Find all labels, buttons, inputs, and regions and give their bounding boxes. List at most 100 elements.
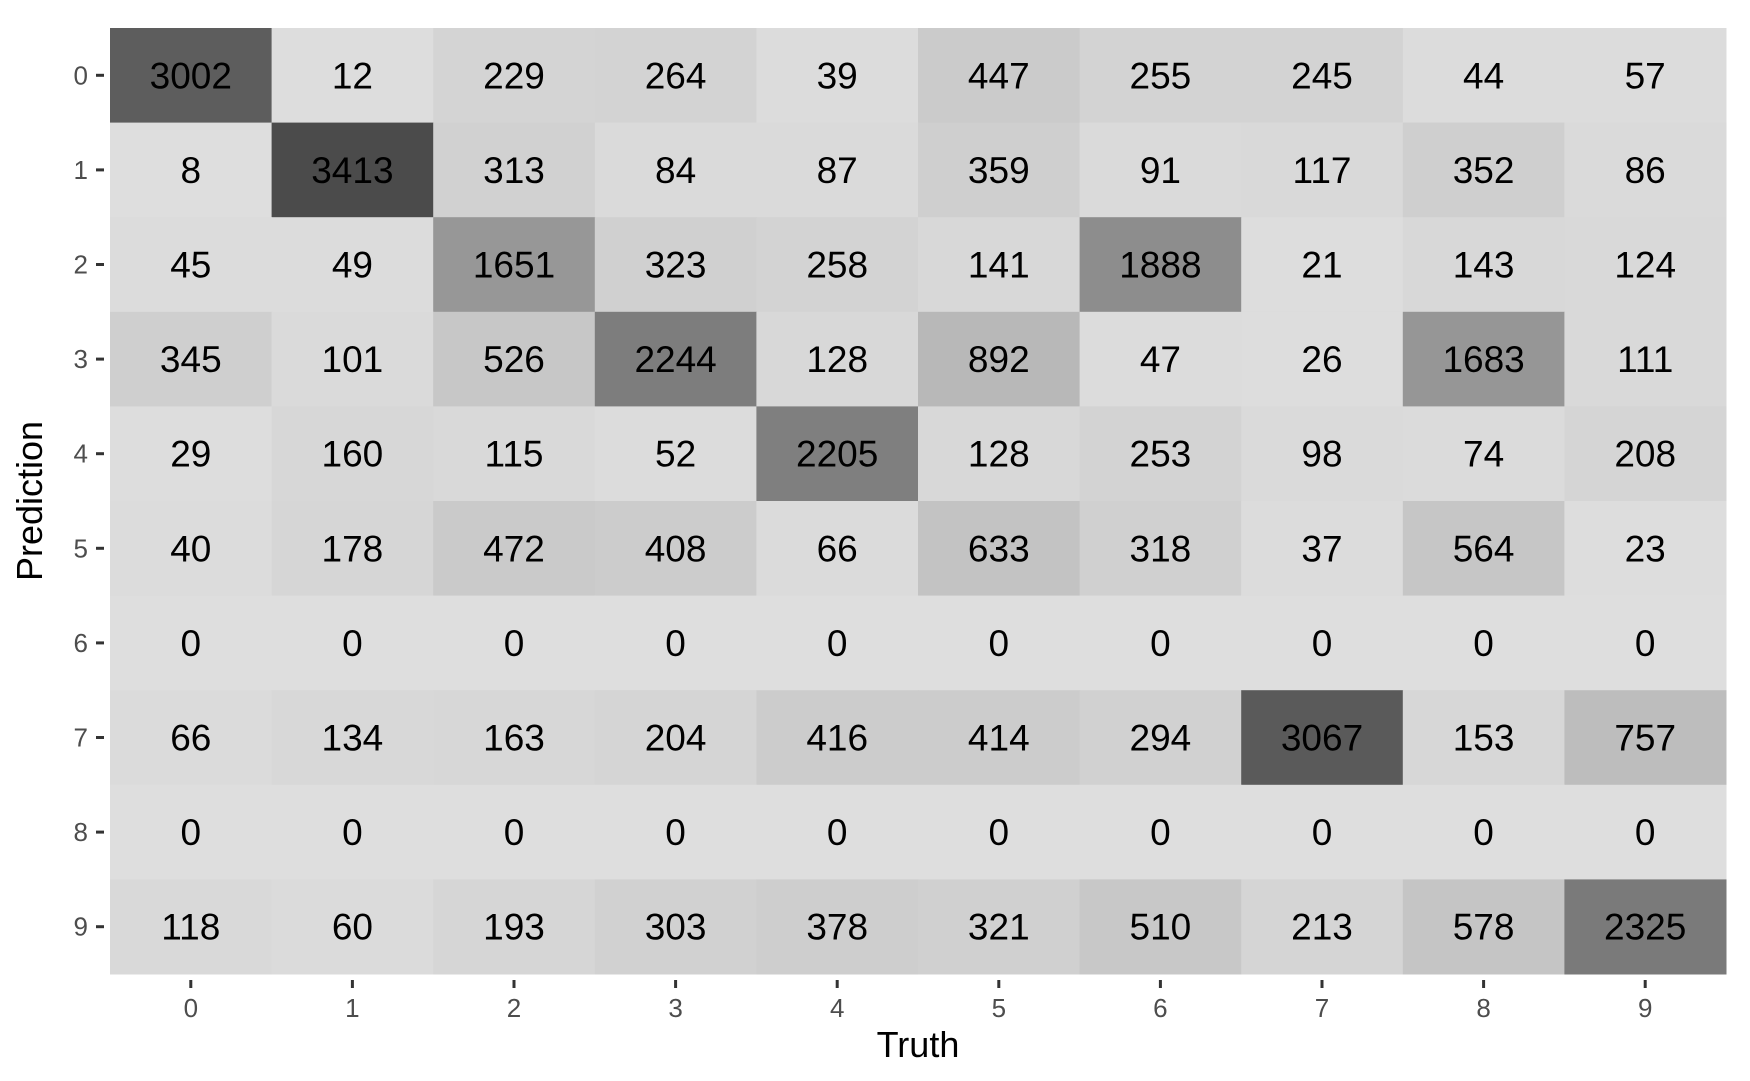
heatmap-cell: [594, 28, 757, 124]
x-tick-label: 9: [1638, 993, 1652, 1023]
x-axis: 0 1 2 3 4 5 6 7 8 9: [184, 980, 1652, 1023]
cell-value-label: 0: [1635, 623, 1656, 664]
heatmap-cell: [918, 28, 1081, 124]
heatmap-cell: [918, 879, 1081, 975]
cell-value-label: 0: [1473, 812, 1494, 853]
heatmap-cell: [1564, 122, 1727, 218]
cell-value-label: 1651: [473, 245, 555, 286]
heatmap-cell: [1402, 784, 1565, 880]
x-tick-label: 8: [1476, 993, 1490, 1023]
cell-value-label: 66: [817, 528, 858, 569]
cell-value-label: 57: [1625, 55, 1666, 96]
cell-value-label: 510: [1130, 907, 1192, 948]
heatmap-cell: [1564, 28, 1727, 124]
heatmap-cell: [756, 122, 919, 218]
cell-value-label: 258: [806, 245, 868, 286]
heatmap-cell: [1079, 784, 1242, 880]
heatmap-cell: [433, 501, 596, 597]
cell-value-label: 141: [968, 245, 1030, 286]
heatmap-cell: [1564, 595, 1727, 691]
heatmap-cell: [756, 879, 919, 975]
cell-value-label: 8: [181, 150, 202, 191]
heatmap-cell: [1402, 595, 1565, 691]
cell-value-label: 163: [483, 718, 545, 759]
heatmap-cell: [433, 879, 596, 975]
heatmap-cell: [433, 217, 596, 313]
heatmap-cell: [918, 595, 1081, 691]
cell-value-label: 60: [332, 907, 373, 948]
heatmap-cell: [271, 217, 434, 313]
cell-value-label: 472: [483, 528, 545, 569]
cell-value-label: 323: [645, 245, 707, 286]
y-tick-label: 4: [74, 439, 88, 469]
heatmap-cell: [1564, 311, 1727, 407]
cell-value-label: 40: [170, 528, 211, 569]
heatmap-cell: [1402, 501, 1565, 597]
heatmap-cell: [271, 595, 434, 691]
heatmap-cell: [433, 28, 596, 124]
cell-value-label: 49: [332, 245, 373, 286]
heatmap-cell: [918, 217, 1081, 313]
heatmap-cell: [1079, 28, 1242, 124]
heatmap-cell: [756, 784, 919, 880]
heatmap-cell: [756, 690, 919, 786]
heatmap-cell: [271, 406, 434, 502]
heatmap-cell: [110, 311, 273, 407]
y-tick-label: 7: [74, 723, 88, 753]
heatmap-cell: [110, 406, 273, 502]
heatmap-cell: [918, 406, 1081, 502]
y-tick-label: 1: [74, 155, 88, 185]
cell-value-label: 117: [1293, 150, 1352, 191]
cell-value-label: 134: [322, 718, 384, 759]
heatmap-cell: [1564, 217, 1727, 313]
heatmap-cell: [110, 217, 273, 313]
heatmap-cell: [1564, 784, 1727, 880]
heatmap-cell: [271, 311, 434, 407]
x-tick-label: 2: [507, 993, 521, 1023]
heatmap-cell: [110, 28, 273, 124]
cell-value-label: 0: [1150, 812, 1171, 853]
cell-value-label: 0: [504, 623, 525, 664]
heatmap-cell: [1079, 311, 1242, 407]
cell-value-label: 86: [1625, 150, 1666, 191]
cell-value-label: 128: [968, 434, 1030, 475]
heatmap-cell: [1402, 217, 1565, 313]
heatmap-cell: [110, 784, 273, 880]
x-tick-label: 4: [830, 993, 844, 1023]
heatmap-cell: [271, 879, 434, 975]
cell-value-label: 757: [1614, 718, 1676, 759]
heatmap-cell: [594, 501, 757, 597]
cell-value-label: 0: [665, 812, 686, 853]
cell-value-label: 178: [322, 528, 384, 569]
heatmap-cell: [594, 595, 757, 691]
cell-value-label: 3002: [150, 55, 232, 96]
cell-value-label: 37: [1301, 528, 1342, 569]
heatmap-cell: [1564, 501, 1727, 597]
heatmap-cell: [594, 879, 757, 975]
cell-value-label: 303: [645, 907, 707, 948]
heatmap-cell: [1241, 217, 1404, 313]
cell-value-label: 0: [504, 812, 525, 853]
heatmap-cell: [1564, 690, 1727, 786]
heatmap-cell: [1402, 311, 1565, 407]
cell-value-label: 0: [342, 812, 363, 853]
cell-value-label: 204: [645, 718, 707, 759]
cell-value-label: 229: [483, 55, 545, 96]
cell-value-label: 2205: [796, 434, 878, 475]
heatmap-cell: [756, 28, 919, 124]
cell-value-label: 44: [1463, 55, 1504, 96]
cell-value-label: 91: [1140, 150, 1181, 191]
cell-value-label: 526: [483, 339, 545, 380]
cell-value-label: 3067: [1281, 718, 1363, 759]
cell-value-label: 0: [342, 623, 363, 664]
heatmap-cell: [1241, 595, 1404, 691]
cell-value-label: 892: [968, 339, 1030, 380]
cell-value-label: 66: [170, 718, 211, 759]
heatmap-cell: [271, 122, 434, 218]
cell-value-label: 87: [817, 150, 858, 191]
heatmap-cell: [756, 311, 919, 407]
heatmap-cell: [110, 501, 273, 597]
cell-value-label: 118: [161, 907, 220, 948]
cell-value-label: 98: [1301, 434, 1342, 475]
